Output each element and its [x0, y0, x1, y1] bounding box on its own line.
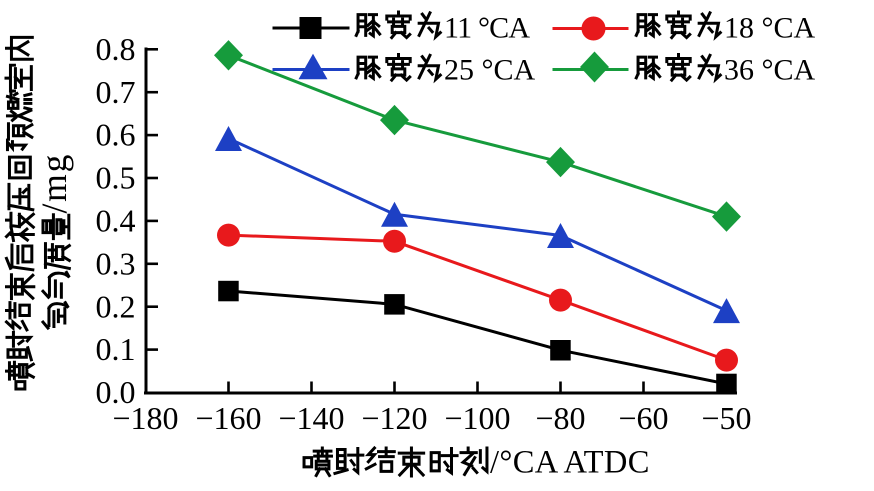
svg-text:−60: −60 [618, 400, 668, 436]
svg-text:0.8: 0.8 [96, 31, 136, 67]
svg-text:/°CA ATDC: /°CA ATDC [490, 445, 650, 481]
svg-text:25 °CA: 25 °CA [444, 54, 536, 87]
svg-text:−50: −50 [701, 400, 751, 436]
svg-text:−100: −100 [444, 400, 510, 436]
svg-text:−180: −180 [112, 400, 178, 436]
svg-text:0.7: 0.7 [96, 74, 136, 110]
svg-text:36 °CA: 36 °CA [724, 54, 816, 87]
svg-text:0.3: 0.3 [96, 245, 136, 281]
svg-text:0.0: 0.0 [96, 374, 136, 410]
svg-text:0.1: 0.1 [96, 331, 136, 367]
svg-text:−120: −120 [361, 400, 427, 436]
svg-text:−140: −140 [278, 400, 344, 436]
svg-text:/mg: /mg [34, 153, 74, 214]
svg-text:0.4: 0.4 [96, 203, 136, 239]
svg-text:11 °CA: 11 °CA [444, 12, 530, 45]
svg-text:−80: −80 [535, 400, 585, 436]
svg-text:0.2: 0.2 [96, 288, 136, 324]
svg-text:−160: −160 [195, 400, 261, 436]
svg-text:0.6: 0.6 [96, 117, 136, 153]
svg-text:18 °CA: 18 °CA [724, 12, 816, 45]
svg-text:0.5: 0.5 [96, 160, 136, 196]
